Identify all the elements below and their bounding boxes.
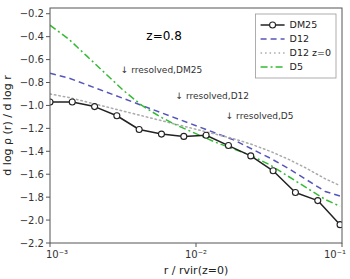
legend-swatch: [261, 38, 285, 40]
legend: DM25 D12 D12 z=0 D5: [256, 14, 336, 78]
y-axis-label: d log ρ (r) / d log r: [1, 75, 14, 176]
series-marker: [292, 190, 298, 196]
plot-frame: [50, 8, 342, 243]
series: [50, 73, 340, 196]
annotation: ↓ rresolved,DM25: [121, 65, 202, 75]
title: z=0.8: [146, 29, 181, 43]
plot-area: [50, 25, 342, 227]
y-tick-label: −0.6: [20, 54, 44, 65]
y-tick: [46, 220, 50, 221]
legend-label: D5: [290, 61, 303, 72]
plot-background: [50, 8, 342, 243]
y-tick: [46, 128, 50, 129]
legend-marker: [270, 22, 276, 28]
y-tick-label: −0.4: [20, 31, 44, 42]
chart: −2.2 −2.0 −1.8 −1.6 −1.4 −1.2 −1.0 −0.8 −0.6 −0.4…: [0, 0, 350, 279]
x-tick: [196, 243, 197, 247]
series: [50, 25, 340, 206]
y-tick: [46, 105, 50, 106]
y-tick: [46, 151, 50, 152]
y-tick: [46, 82, 50, 83]
y-tick-label: −0.2: [20, 8, 44, 19]
x-tick-label: 10⁻²: [185, 249, 207, 260]
y-tick-label: −1.8: [20, 192, 44, 203]
series-marker: [69, 99, 75, 105]
x-tick-label: 10⁻¹: [324, 249, 346, 260]
series-marker: [203, 132, 209, 138]
legend-label: D12: [290, 33, 309, 44]
y-tick-label: −1.0: [20, 100, 44, 111]
legend-label: DM25: [290, 19, 318, 30]
legend-swatch: [261, 66, 285, 68]
series-marker: [270, 168, 276, 174]
y-tick: [46, 36, 50, 37]
series-marker: [136, 127, 142, 133]
annotation: ↓ rresolved,D5: [226, 111, 294, 121]
x-tick-label: 10⁻³: [46, 249, 68, 260]
y-tick: [46, 59, 50, 60]
legend-box: [256, 14, 336, 78]
series-line: [50, 73, 340, 196]
x-tick: [342, 243, 343, 247]
axes: −2.2 −2.0 −1.8 −1.6 −1.4 −1.2 −1.0 −0.8 −0.6 −0.4…: [20, 8, 346, 260]
series-line: [50, 94, 340, 186]
y-tick-label: −0.8: [20, 77, 44, 88]
y-tick: [46, 243, 50, 244]
y-tick-label: −1.2: [20, 123, 44, 134]
series-marker: [181, 133, 187, 139]
y-tick-label: −1.4: [20, 146, 44, 157]
series-marker: [225, 143, 231, 149]
y-tick: [46, 13, 50, 14]
annotation: ↓ rresolved,D12: [176, 91, 250, 101]
y-tick-label: −1.6: [20, 169, 44, 180]
x-tick: [50, 243, 51, 247]
series-line: [50, 102, 340, 225]
series-marker: [92, 104, 98, 110]
legend-label: D12 z=0: [290, 47, 331, 58]
series-marker: [337, 222, 342, 228]
x-axis-label: r / rvir(z=0): [164, 264, 228, 277]
series-marker: [114, 113, 120, 119]
y-tick-label: −2.2: [20, 238, 44, 249]
series-marker: [315, 198, 321, 204]
series-line: [50, 25, 340, 206]
series-marker: [158, 131, 164, 137]
series: [50, 99, 342, 228]
y-tick: [46, 197, 50, 198]
series-marker: [248, 153, 254, 159]
series: [50, 94, 340, 186]
y-tick-label: −2.0: [20, 215, 44, 226]
legend-swatch: [261, 52, 285, 54]
y-tick: [46, 174, 50, 175]
